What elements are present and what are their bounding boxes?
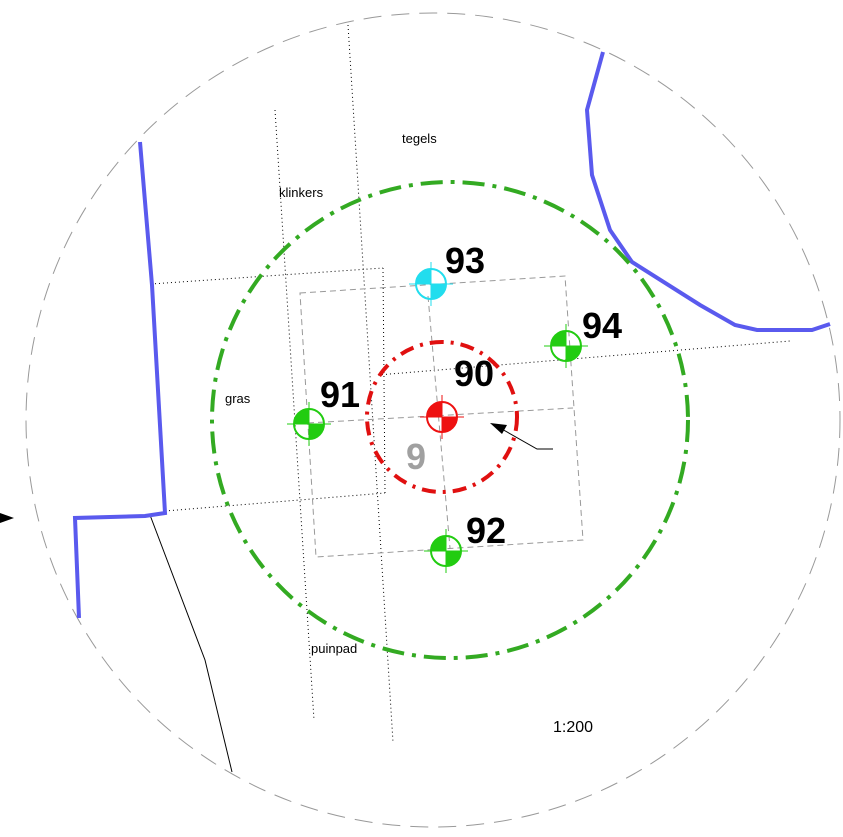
label-puinpad: puinpad	[311, 641, 357, 656]
cross-lines	[307, 295, 574, 549]
red-dashdot-circle	[365, 340, 519, 494]
label-tegels: tegels	[402, 131, 437, 146]
label-klinkers: klinkers	[279, 185, 324, 200]
point-label-90: 90	[454, 353, 494, 394]
marker-94-icon	[544, 324, 588, 368]
boundary-right	[584, 51, 831, 332]
grid-rectangle	[299, 275, 584, 558]
label-gras: gras	[225, 391, 251, 406]
point-label-93: 93	[445, 240, 485, 281]
point-label-9: 9	[406, 436, 426, 477]
marker-92-icon	[424, 529, 468, 573]
point-label-91: 91	[320, 374, 360, 415]
marker-93-icon	[409, 262, 453, 306]
marker-91-icon	[287, 402, 331, 446]
path-line	[149, 514, 233, 773]
point-label-92: 92	[466, 510, 506, 551]
north-arrow-icon	[0, 513, 14, 523]
marker-90-icon	[420, 395, 464, 439]
scale-label: 1:200	[553, 719, 593, 736]
arrow-icon	[490, 423, 553, 450]
dotted-lines	[150, 24, 791, 743]
point-label-94: 94	[582, 305, 622, 346]
green-dashdot-circle	[210, 180, 690, 660]
boundary-left	[72, 141, 168, 619]
outer-dashed-circle	[25, 12, 841, 828]
